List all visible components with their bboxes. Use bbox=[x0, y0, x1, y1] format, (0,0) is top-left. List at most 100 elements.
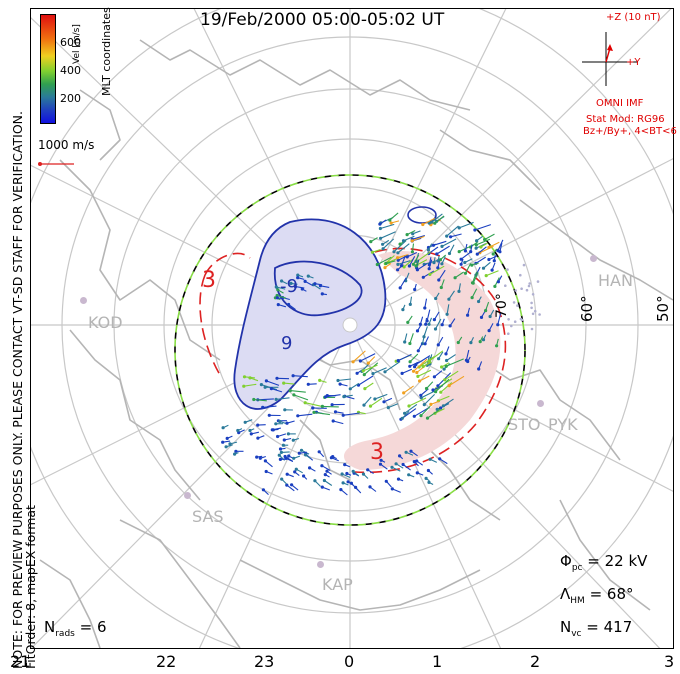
vector-origin bbox=[512, 301, 516, 304]
velocity-vector bbox=[485, 301, 490, 311]
velocity-vector bbox=[399, 277, 407, 289]
vector-origin bbox=[530, 327, 534, 331]
velocity-vector bbox=[293, 455, 301, 459]
velocity-vector bbox=[276, 397, 290, 400]
velocity-vector bbox=[305, 454, 311, 459]
velocity-vector bbox=[397, 243, 410, 254]
velocity-vector bbox=[358, 411, 366, 415]
velocity-vector bbox=[303, 475, 308, 480]
velocity-vector bbox=[428, 481, 434, 485]
velocity-vector bbox=[450, 233, 462, 238]
velocity-vector bbox=[295, 286, 305, 289]
velocity-vector bbox=[464, 243, 468, 252]
velocity-vector bbox=[409, 361, 420, 367]
velocity-vector bbox=[291, 484, 299, 491]
velocity-vector bbox=[341, 473, 351, 479]
velocity-vector bbox=[339, 383, 348, 387]
velocity-vector bbox=[293, 394, 309, 401]
velocity-vector bbox=[222, 424, 229, 429]
velocity-vector bbox=[449, 244, 455, 254]
vector-origin bbox=[514, 289, 517, 292]
velocity-vector bbox=[497, 275, 503, 283]
velocity-vector bbox=[405, 451, 414, 456]
velocity-vector bbox=[458, 283, 461, 292]
velocity-vector bbox=[384, 361, 401, 373]
velocity-vector bbox=[355, 487, 362, 494]
imf-z-label: +Z (10 nT) bbox=[606, 12, 661, 23]
velocity-vector bbox=[412, 230, 421, 235]
velocity-vector bbox=[285, 457, 294, 463]
velocity-vector bbox=[402, 464, 411, 471]
imf-clock bbox=[582, 32, 638, 86]
velocity-vector bbox=[249, 428, 255, 432]
velocity-vector bbox=[288, 304, 296, 311]
latitude-label-70: 70° bbox=[494, 293, 510, 318]
velocity-vector bbox=[363, 396, 372, 406]
velocity-vector bbox=[372, 367, 387, 375]
velocity-vector bbox=[333, 420, 344, 425]
station-marker-han bbox=[590, 255, 597, 262]
velocity-vector bbox=[421, 390, 436, 399]
velocity-vector bbox=[370, 397, 383, 407]
velocity-vector bbox=[308, 383, 317, 385]
contour-label-3a: 3 bbox=[202, 268, 216, 293]
velocity-vector bbox=[436, 245, 450, 255]
velocity-vector bbox=[293, 375, 308, 378]
velocity-vector bbox=[446, 354, 456, 361]
velocity-vector bbox=[428, 257, 432, 265]
velocity-vector bbox=[377, 256, 392, 265]
contour-label-neg9: -9 bbox=[280, 276, 298, 297]
velocity-vector bbox=[415, 261, 419, 267]
station-han: HAN bbox=[598, 271, 633, 290]
mlt-tick-3: 3 bbox=[664, 652, 675, 671]
velocity-vector bbox=[297, 277, 305, 280]
velocity-vector bbox=[475, 266, 481, 276]
velocity-vector bbox=[476, 246, 487, 255]
velocity-vector bbox=[478, 361, 483, 370]
velocity-vector bbox=[403, 235, 415, 242]
velocity-vector bbox=[434, 408, 445, 414]
velocity-vector bbox=[402, 304, 406, 310]
velocity-vector bbox=[408, 397, 427, 407]
velocity-vector bbox=[471, 262, 479, 266]
velocity-vector bbox=[475, 256, 486, 264]
velocity-vector bbox=[416, 259, 428, 266]
velocity-vector bbox=[479, 245, 494, 254]
velocity-vector bbox=[427, 243, 433, 251]
velocity-vector bbox=[426, 309, 431, 322]
velocity-vector bbox=[441, 238, 457, 247]
velocity-vector bbox=[331, 457, 339, 462]
velocity-vector bbox=[389, 212, 399, 221]
colorbar-tick-400: 400 bbox=[60, 64, 81, 77]
title: 19/Feb/2000 05:00-05:02 UT bbox=[200, 10, 445, 30]
velocity-vector bbox=[277, 289, 284, 294]
velocity-vector bbox=[416, 251, 431, 262]
stat-nrads: Nrads = 6 bbox=[44, 618, 107, 639]
velocity-vector bbox=[426, 381, 434, 389]
vector-origin bbox=[507, 332, 510, 336]
velocity-vector bbox=[440, 279, 445, 288]
velocity-vector bbox=[448, 290, 455, 300]
velocity-vector bbox=[277, 297, 283, 300]
vector-origin bbox=[527, 284, 531, 288]
velocity-vector bbox=[318, 451, 325, 458]
velocity-vector bbox=[399, 455, 404, 460]
velocity-vector bbox=[305, 402, 322, 407]
velocity-vector bbox=[403, 258, 414, 268]
contour-label-3b: 3 bbox=[370, 440, 384, 465]
velocity-vector bbox=[352, 350, 366, 363]
velocity-vector bbox=[350, 382, 360, 390]
velocity-vector bbox=[429, 265, 445, 275]
velocity-vector bbox=[237, 428, 243, 432]
vector-origin bbox=[510, 324, 513, 328]
velocity-vector bbox=[470, 244, 473, 252]
velocity-vector bbox=[422, 217, 436, 225]
velocity-vector bbox=[428, 259, 433, 269]
velocity-vector bbox=[362, 364, 378, 372]
station-marker-pyk bbox=[537, 400, 544, 407]
reference-vector-arrow bbox=[38, 162, 74, 166]
velocity-vector bbox=[265, 470, 273, 475]
velocity-vector bbox=[435, 292, 440, 299]
imf-model: Stat Mod: RG96 bbox=[586, 114, 665, 125]
velocity-vector bbox=[222, 440, 231, 443]
